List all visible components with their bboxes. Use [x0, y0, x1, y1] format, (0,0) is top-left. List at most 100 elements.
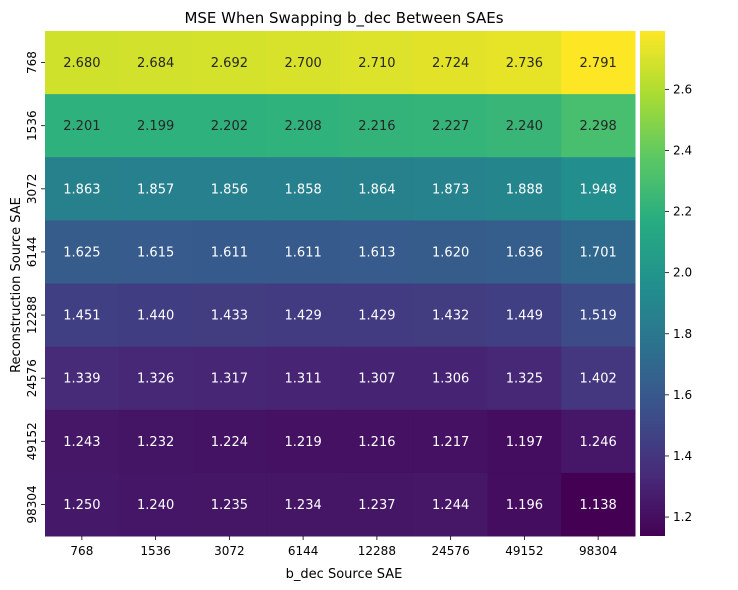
- cell-value-label: 1.216: [358, 435, 395, 450]
- x-tick-label: 49152: [505, 544, 543, 558]
- x-tick-label: 98304: [579, 544, 617, 558]
- heatmap-cell: [340, 31, 415, 95]
- cell-value-label: 2.700: [285, 56, 322, 71]
- cell-value-label: 2.202: [211, 119, 248, 134]
- heatmap-cell: [561, 220, 636, 284]
- y-tick-label: 12288: [25, 296, 39, 334]
- heatmap-cell: [413, 472, 488, 537]
- heatmap-cell: [487, 31, 562, 95]
- heatmap-cell: [45, 346, 120, 411]
- y-tick-label: 6144: [25, 237, 39, 268]
- heatmap-cell: [340, 346, 415, 411]
- heatmap-cell: [192, 409, 267, 474]
- cell-value-label: 1.432: [432, 309, 469, 324]
- cell-value-label: 2.216: [358, 119, 395, 134]
- heatmap-cell: [487, 283, 562, 348]
- heatmap-cell: [561, 283, 636, 348]
- heatmap-cell: [413, 31, 488, 95]
- heatmap-cell: [413, 346, 488, 411]
- cell-value-label: 1.449: [506, 309, 543, 324]
- colorbar-tick-label: 2.6: [673, 82, 692, 96]
- cell-value-label: 1.858: [285, 182, 322, 197]
- heatmap-cell: [118, 283, 193, 348]
- cell-value-label: 1.429: [358, 309, 395, 324]
- heatmap-cell: [118, 220, 193, 284]
- heatmap-cells: 2.680 2.684 2.692 2.700 2.710 2.724 2.736 2.791…: [45, 31, 636, 537]
- heatmap-cell: [192, 283, 267, 348]
- heatmap-cell: [45, 31, 120, 95]
- cell-value-label: 1.311: [285, 372, 322, 387]
- cell-value-label: 1.620: [432, 245, 469, 260]
- heatmap-cell: [266, 409, 341, 474]
- cell-value-label: 1.235: [211, 498, 248, 513]
- heatmap-cell: [413, 409, 488, 474]
- heatmap-cell: [45, 409, 120, 474]
- cell-value-label: 2.227: [432, 119, 469, 134]
- x-axis: 768 1536 3072 6144 12288 24576 49152 98304: [70, 536, 617, 558]
- heatmap-cell: [340, 157, 415, 221]
- heatmap-cell: [340, 220, 415, 284]
- cell-value-label: 1.888: [506, 182, 543, 197]
- cell-value-label: 1.243: [63, 435, 100, 450]
- cell-value-label: 1.307: [358, 372, 395, 387]
- cell-value-label: 1.197: [506, 435, 543, 450]
- cell-value-label: 1.326: [137, 372, 174, 387]
- heatmap-cell: [266, 346, 341, 411]
- heatmap-cell: [118, 472, 193, 537]
- heatmap-cell: [340, 472, 415, 537]
- heatmap-cell: [561, 346, 636, 411]
- cell-value-label: 1.864: [358, 182, 395, 197]
- heatmap-cell: [487, 220, 562, 284]
- colorbar-tick-label: 1.2: [673, 510, 692, 524]
- cell-value-label: 1.402: [580, 372, 617, 387]
- cell-value-label: 1.196: [506, 498, 543, 513]
- heatmap-cell: [45, 472, 120, 537]
- heatmap-cell: [118, 31, 193, 95]
- y-tick-label: 3072: [25, 174, 39, 205]
- cell-value-label: 2.680: [63, 56, 100, 71]
- heatmap-cell: [487, 409, 562, 474]
- y-tick-label: 1536: [25, 110, 39, 141]
- cell-value-label: 2.201: [63, 119, 100, 134]
- cell-value-label: 1.856: [211, 182, 248, 197]
- chart-title: MSE When Swapping b_dec Between SAEs: [184, 9, 503, 28]
- heatmap-cell: [266, 94, 341, 158]
- heatmap-cell: [487, 346, 562, 411]
- cell-value-label: 1.138: [580, 498, 617, 513]
- heatmap-cell: [487, 94, 562, 158]
- heatmap-cell: [118, 94, 193, 158]
- x-axis-title: b_dec Source SAE: [286, 567, 403, 582]
- heatmap-cell: [266, 220, 341, 284]
- y-tick-label: 49152: [25, 422, 39, 460]
- heatmap-cell: [192, 346, 267, 411]
- heatmap-cell: [192, 472, 267, 537]
- cell-value-label: 1.237: [358, 498, 395, 513]
- cell-value-label: 1.306: [432, 372, 469, 387]
- cell-value-label: 1.219: [285, 435, 322, 450]
- x-tick-label: 12288: [358, 544, 396, 558]
- cell-value-label: 1.325: [506, 372, 543, 387]
- cell-value-label: 1.873: [432, 182, 469, 197]
- colorbar-tick-label: 2.2: [673, 205, 692, 219]
- x-tick-label: 3072: [214, 544, 245, 558]
- cell-value-label: 1.451: [63, 309, 100, 324]
- colorbar-tick-label: 2.0: [673, 266, 692, 280]
- y-axis: 768 1536 3072 6144 12288 24576 49152 98304: [25, 51, 45, 524]
- heatmap-cell: [192, 94, 267, 158]
- heatmap-cell: [340, 94, 415, 158]
- y-tick-label: 768: [25, 51, 39, 74]
- cell-value-label: 2.298: [580, 119, 617, 134]
- cell-value-label: 1.613: [358, 245, 395, 260]
- cell-value-label: 1.948: [580, 182, 617, 197]
- x-tick-label: 24576: [432, 544, 470, 558]
- heatmap-cell: [266, 472, 341, 537]
- heatmap-cell: [413, 94, 488, 158]
- cell-value-label: 1.244: [432, 498, 469, 513]
- x-tick-label: 768: [70, 544, 93, 558]
- cell-value-label: 1.240: [137, 498, 174, 513]
- cell-value-label: 1.615: [137, 245, 174, 260]
- cell-value-label: 1.857: [137, 182, 174, 197]
- cell-value-label: 1.232: [137, 435, 174, 450]
- colorbar-gradient: [640, 31, 665, 536]
- cell-value-label: 1.519: [580, 309, 617, 324]
